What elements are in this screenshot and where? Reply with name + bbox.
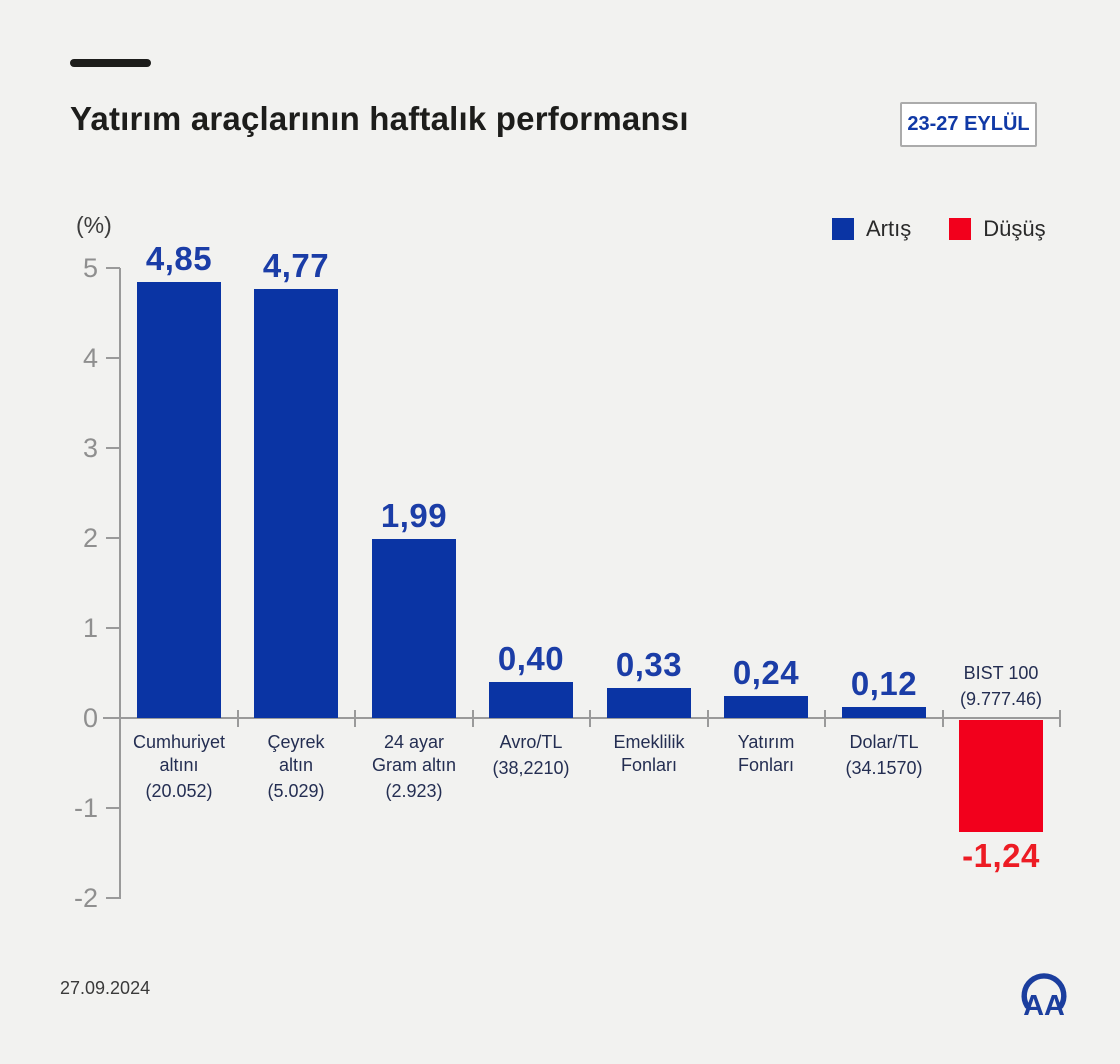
- bar-up: [842, 707, 926, 718]
- bar-up: [137, 282, 221, 718]
- category-name-line: Emeklilik: [613, 732, 685, 752]
- title-dash: [70, 59, 151, 67]
- chart-legend: Artış Düşüş: [832, 216, 1046, 242]
- x-axis-tick-mark: [942, 710, 944, 727]
- y-axis-tick-label: 4: [82, 343, 98, 373]
- bar-value-label: 1,99: [380, 497, 448, 534]
- category-name-line: Yatırım: [737, 732, 795, 752]
- y-axis-tick-mark: [106, 897, 120, 899]
- y-axis-tick-label: 2: [82, 523, 98, 553]
- bar-up: [607, 688, 691, 718]
- category-label: Avro/TL (38,2210): [468, 731, 594, 780]
- bar-value-label: 4,85: [145, 240, 213, 277]
- x-axis-tick-mark: [1059, 710, 1061, 727]
- legend-decrease-label: Düşüş: [983, 216, 1046, 241]
- bar-down: [959, 720, 1043, 832]
- date-range-badge: 23-27 EYLÜL: [900, 102, 1037, 147]
- category-detail-value: (2.923): [385, 781, 443, 801]
- category-label: Emeklilik Fonları: [586, 731, 712, 777]
- category-name-line: BIST 100: [963, 663, 1039, 683]
- bar-up: [724, 696, 808, 718]
- bar-value-label: 0,12: [850, 665, 918, 702]
- category-name-line: Fonları: [620, 755, 678, 775]
- x-axis-tick-mark: [354, 710, 356, 727]
- category-detail-value: (20.052): [145, 781, 213, 801]
- y-axis-unit-label: (%): [76, 212, 112, 238]
- legend-increase-label: Artış: [866, 216, 912, 241]
- svg-text:AA: AA: [1023, 990, 1065, 1022]
- category-name-line: Dolar/TL: [849, 732, 919, 752]
- y-axis-tick-mark: [106, 807, 120, 809]
- category-name-line: Fonları: [737, 755, 795, 775]
- bar-up: [489, 682, 573, 718]
- aa-logo-icon: AA: [1014, 962, 1074, 1024]
- x-axis-tick-mark: [589, 710, 591, 727]
- bar-value-label: -1,24: [962, 837, 1040, 874]
- y-axis-tick-label: -2: [73, 883, 98, 913]
- y-axis-tick-label: 3: [82, 433, 98, 463]
- category-label: BIST 100 (9.777.46): [938, 662, 1064, 711]
- page-title: Yatırım araçlarının haftalık performansı: [70, 100, 689, 137]
- increase-swatch-icon: [832, 218, 854, 240]
- bar-value-label: 0,24: [732, 654, 800, 691]
- y-axis-tick-mark: [106, 537, 120, 539]
- category-label: Çeyrek altın (5.029): [233, 731, 359, 803]
- category-label: Yatırım Fonları: [703, 731, 829, 777]
- category-detail-value: (34.1570): [845, 758, 923, 778]
- y-axis-tick-label: -1: [73, 793, 98, 823]
- bar-value-label: 0,40: [497, 640, 565, 677]
- x-axis-tick-mark: [237, 710, 239, 727]
- y-axis-tick-mark: [106, 627, 120, 629]
- y-axis-line: [119, 268, 121, 899]
- category-label: 24 ayar Gram altın (2.923): [351, 731, 477, 803]
- y-axis-tick-mark: [106, 267, 120, 269]
- category-name-line: altını: [159, 755, 199, 775]
- category-name-line: Gram altın: [371, 755, 457, 775]
- bar-value-label: 4,77: [262, 247, 330, 284]
- y-axis-tick-mark: [106, 357, 120, 359]
- y-axis-tick-label: 0: [82, 703, 98, 733]
- category-name-line: Cumhuriyet: [132, 732, 226, 752]
- category-name-line: Çeyrek: [267, 732, 325, 752]
- category-detail-value: (9.777.46): [959, 689, 1043, 709]
- publication-date: 27.09.2024: [60, 978, 151, 998]
- category-label: Cumhuriyet altını (20.052): [116, 731, 242, 803]
- category-name-line: 24 ayar: [383, 732, 445, 752]
- bar-up: [254, 289, 338, 718]
- y-axis-tick-mark: [106, 447, 120, 449]
- y-axis-tick-label: 5: [82, 253, 98, 283]
- x-axis-tick-mark: [472, 710, 474, 727]
- bar-up: [372, 539, 456, 718]
- category-detail-value: (38,2210): [492, 758, 570, 778]
- bar-value-label: 0,33: [615, 646, 683, 683]
- decrease-swatch-icon: [949, 218, 972, 240]
- x-axis-baseline: [103, 717, 1060, 719]
- y-axis-tick-label: 1: [82, 613, 98, 643]
- x-axis-tick-mark: [824, 710, 826, 727]
- legend-item-decrease: Düşüş: [949, 216, 1046, 242]
- category-name-line: altın: [278, 755, 314, 775]
- x-axis-tick-mark: [707, 710, 709, 727]
- category-name-line: Avro/TL: [499, 732, 563, 752]
- category-label: Dolar/TL (34.1570): [821, 731, 947, 780]
- category-detail-value: (5.029): [267, 781, 325, 801]
- legend-item-increase: Artış: [832, 216, 911, 242]
